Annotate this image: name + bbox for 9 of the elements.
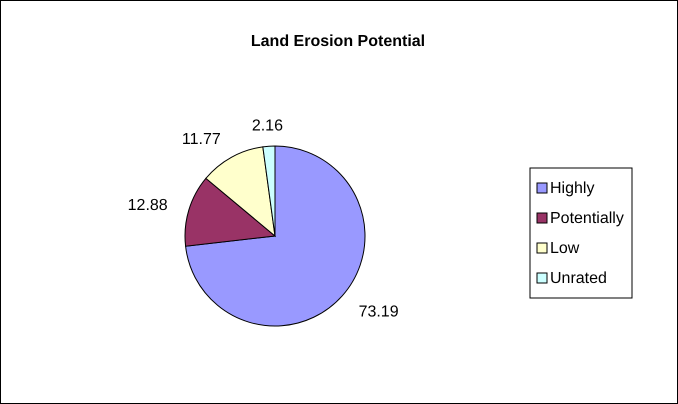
chart-title: Land Erosion Potential xyxy=(250,33,426,50)
legend-label: Potentially xyxy=(550,210,624,227)
data-label: 2.16 xyxy=(252,117,284,134)
legend-label: Low xyxy=(550,240,580,257)
data-label: 11.77 xyxy=(182,131,221,148)
data-label: 73.19 xyxy=(358,304,399,321)
data-label: 12.88 xyxy=(128,196,168,214)
legend-label: Unrated xyxy=(550,270,607,287)
legend-label: Highly xyxy=(550,180,594,197)
